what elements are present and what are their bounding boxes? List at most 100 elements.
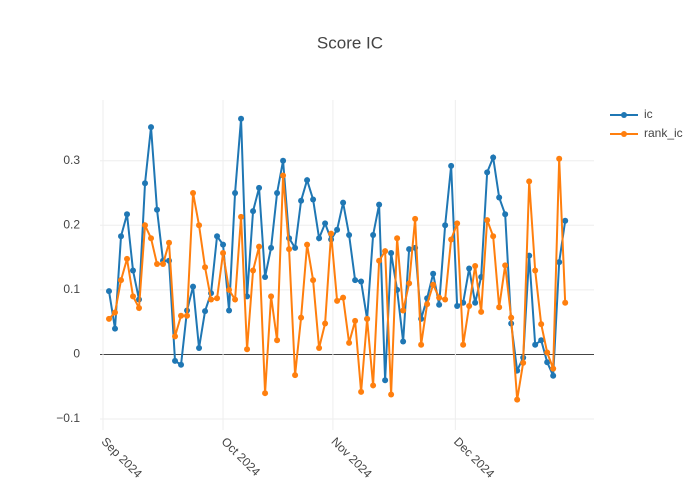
data-point bbox=[352, 317, 359, 324]
data-point bbox=[382, 377, 389, 384]
data-point bbox=[424, 301, 431, 308]
data-point bbox=[196, 344, 203, 351]
data-point bbox=[148, 124, 155, 131]
data-point bbox=[190, 283, 197, 290]
data-point bbox=[376, 201, 383, 208]
data-point bbox=[124, 255, 131, 262]
data-point bbox=[436, 301, 443, 308]
data-point bbox=[196, 222, 203, 229]
data-point bbox=[238, 213, 245, 220]
x-tick-label: Sep 2024 bbox=[99, 434, 145, 480]
data-point bbox=[346, 231, 353, 238]
data-point bbox=[382, 248, 389, 255]
data-point bbox=[550, 365, 557, 372]
data-point bbox=[214, 233, 221, 240]
x-tick-label: Oct 2024 bbox=[219, 434, 264, 479]
data-point bbox=[514, 396, 521, 403]
data-point bbox=[562, 217, 569, 224]
data-point bbox=[160, 261, 167, 268]
data-point bbox=[232, 296, 239, 303]
data-point bbox=[340, 199, 347, 206]
data-point bbox=[370, 382, 377, 389]
data-point bbox=[556, 155, 563, 162]
data-point bbox=[454, 303, 461, 310]
data-point bbox=[460, 341, 467, 348]
data-point bbox=[256, 184, 263, 191]
data-point bbox=[394, 235, 401, 242]
data-point bbox=[466, 265, 473, 272]
data-point bbox=[406, 246, 413, 253]
data-point bbox=[214, 295, 221, 302]
data-point bbox=[304, 241, 311, 248]
data-point bbox=[178, 312, 185, 319]
data-point bbox=[472, 299, 479, 306]
data-point bbox=[250, 267, 257, 274]
data-point bbox=[418, 341, 425, 348]
data-point bbox=[556, 259, 563, 266]
data-point bbox=[358, 388, 365, 395]
y-tick-label: 0.3 bbox=[63, 153, 80, 167]
data-point bbox=[532, 341, 539, 348]
data-point bbox=[502, 211, 509, 218]
legend-label: ic bbox=[644, 107, 653, 121]
data-point bbox=[130, 267, 137, 274]
data-point bbox=[112, 325, 119, 332]
data-point bbox=[136, 304, 143, 311]
data-point bbox=[190, 189, 197, 196]
data-point bbox=[550, 372, 557, 379]
data-point bbox=[262, 273, 269, 280]
data-point bbox=[142, 222, 149, 229]
data-point bbox=[292, 244, 299, 251]
data-point bbox=[268, 293, 275, 300]
data-point bbox=[340, 294, 347, 301]
data-point bbox=[538, 321, 545, 328]
data-point bbox=[352, 277, 359, 284]
chart-title: Score IC bbox=[317, 33, 383, 52]
data-point bbox=[292, 372, 299, 379]
data-point bbox=[202, 264, 209, 271]
data-point bbox=[406, 280, 413, 287]
data-point bbox=[448, 236, 455, 243]
series-line bbox=[108, 118, 567, 381]
data-point bbox=[478, 308, 485, 315]
x-tick-label: Nov 2024 bbox=[329, 434, 375, 480]
y-tick-label: 0 bbox=[73, 347, 80, 361]
data-point bbox=[484, 169, 491, 176]
data-point bbox=[538, 337, 545, 344]
data-point bbox=[454, 220, 461, 227]
data-point bbox=[388, 391, 395, 398]
data-point bbox=[412, 215, 419, 222]
data-point bbox=[148, 235, 155, 242]
data-point bbox=[370, 231, 377, 238]
data-point bbox=[280, 172, 287, 179]
data-point bbox=[118, 277, 125, 284]
data-point bbox=[442, 222, 449, 229]
data-point bbox=[526, 178, 533, 185]
y-tick-label: −0.1 bbox=[56, 411, 80, 425]
y-tick-label: 0.2 bbox=[63, 217, 80, 231]
data-point bbox=[286, 246, 293, 253]
data-point bbox=[358, 278, 365, 285]
data-point bbox=[310, 277, 317, 284]
data-point bbox=[322, 320, 329, 327]
data-point bbox=[322, 220, 329, 227]
data-point bbox=[208, 296, 215, 303]
data-point bbox=[316, 235, 323, 242]
data-point bbox=[316, 344, 323, 351]
data-point bbox=[532, 267, 539, 274]
data-point bbox=[490, 233, 497, 240]
data-point bbox=[244, 346, 251, 353]
data-point bbox=[166, 239, 173, 246]
data-point bbox=[220, 250, 227, 257]
data-point bbox=[502, 262, 509, 269]
data-point bbox=[274, 337, 281, 344]
data-point bbox=[334, 226, 341, 233]
data-point bbox=[442, 296, 449, 303]
legend-marker bbox=[621, 112, 627, 118]
data-point bbox=[202, 308, 209, 315]
data-point bbox=[364, 315, 371, 322]
data-point bbox=[430, 281, 437, 288]
data-point bbox=[484, 217, 491, 224]
data-point bbox=[172, 333, 179, 340]
data-point bbox=[256, 243, 263, 250]
